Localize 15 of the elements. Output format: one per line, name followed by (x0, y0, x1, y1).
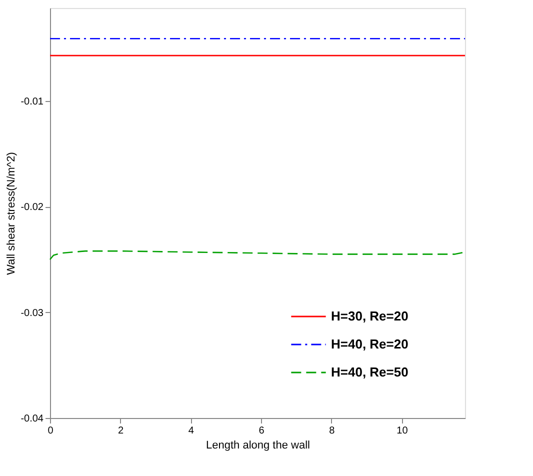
legend-label: H=40, Re=20 (331, 336, 408, 352)
x-axis-title: Length along the wall (206, 440, 310, 452)
x-tick-label: 4 (188, 426, 194, 436)
x-tick-label: 0 (48, 426, 54, 436)
y-tick-label: -0.01 (20, 96, 44, 108)
y-tick-label: -0.03 (20, 308, 44, 319)
y-axis-title: Wall shear stress(N/m^2) (6, 152, 18, 275)
y-tick-label: -0.04 (20, 414, 44, 424)
y-tick-label: -0.02 (20, 202, 44, 214)
x-tick-label: 2 (118, 426, 124, 436)
legend-label: H=40, Re=50 (331, 364, 408, 380)
x-tick-label: 10 (396, 426, 408, 436)
x-tick-label: 6 (258, 426, 265, 436)
x-tick-label: 8 (329, 426, 336, 436)
legend-label: H=30, Re=20 (331, 308, 408, 324)
